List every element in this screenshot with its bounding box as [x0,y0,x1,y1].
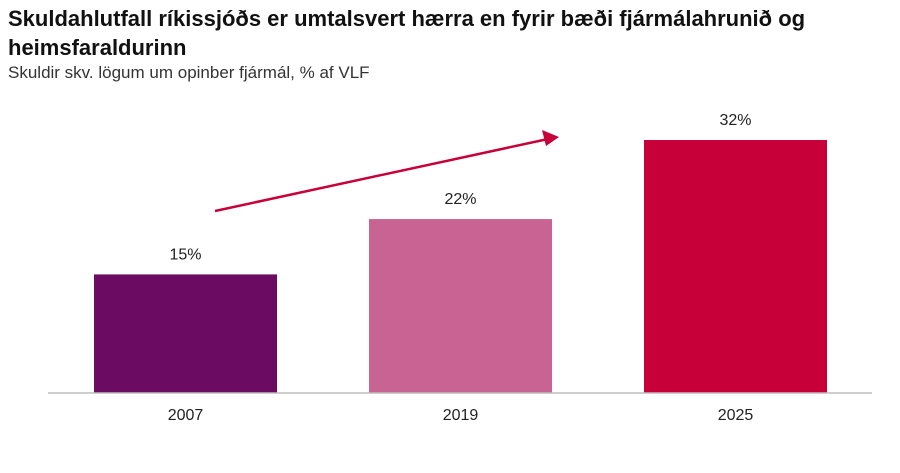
bars-layer [94,140,827,393]
trend-arrow-shaft [214,137,549,213]
chart-title: Skuldahlutfall ríkissjóðs er umtalsvert … [8,6,806,60]
value-label-2019: 22% [444,191,476,208]
x-tick-label-2019: 2019 [443,407,479,424]
chart-subtitle: Skuldir skv. lögum um opinber fjármál, %… [8,63,370,82]
bar-2007 [94,274,277,393]
x-tick-label-2007: 2007 [168,407,204,424]
value-labels-layer: 15% 22% 32% [169,112,751,263]
trend-arrow [214,130,559,213]
x-tick-labels-layer: 2007 2019 2025 [168,407,754,424]
trend-arrow-head [542,130,559,146]
value-label-2007: 15% [169,246,201,263]
x-tick-label-2025: 2025 [718,407,754,424]
value-label-2025: 32% [719,112,751,129]
bar-2025 [644,140,827,393]
bar-2019 [369,219,552,393]
